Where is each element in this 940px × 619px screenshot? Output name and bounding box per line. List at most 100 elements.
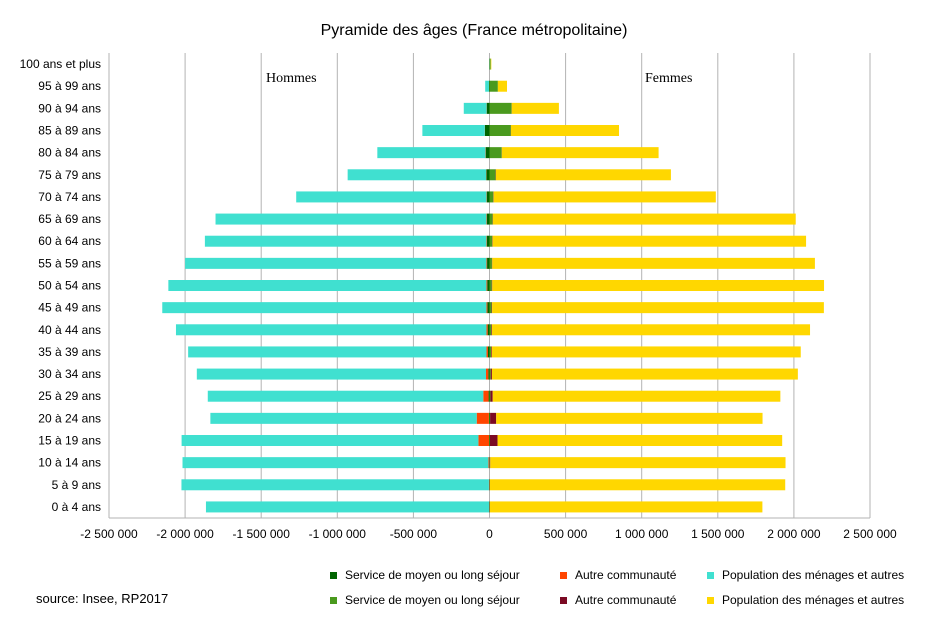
y-tick-label: 5 à 9 ans bbox=[52, 478, 101, 492]
x-axis-tick-labels: -2 500 000 -2 000 000 -1 500 000 -1 000 000… bbox=[80, 527, 897, 541]
bar-segment bbox=[493, 191, 716, 203]
y-tick-label: 60 à 64 ans bbox=[38, 234, 101, 248]
x-tick-label: 0 bbox=[486, 527, 493, 541]
bar-segment bbox=[491, 368, 798, 380]
bar-segment bbox=[491, 324, 811, 336]
y-tick-label: 0 à 4 ans bbox=[52, 500, 101, 514]
bar-segment bbox=[485, 147, 490, 159]
y-tick-label: 100 ans et plus bbox=[20, 57, 101, 71]
bar-segment bbox=[487, 257, 490, 269]
legend-label: Service de moyen ou long séjour bbox=[345, 593, 520, 607]
bar-segment bbox=[492, 302, 824, 314]
bar-segment bbox=[491, 346, 492, 358]
bar-segment bbox=[205, 501, 490, 513]
legend-swatch bbox=[330, 597, 337, 604]
x-tick-label: 2 500 000 bbox=[843, 527, 897, 541]
y-tick-label: 90 à 94 ans bbox=[38, 101, 101, 115]
bar-segment bbox=[490, 457, 786, 469]
bar-segment bbox=[483, 390, 489, 402]
bar-segment bbox=[489, 235, 493, 247]
bar-segment bbox=[496, 412, 763, 424]
bar-segment bbox=[490, 412, 497, 424]
bar-segment bbox=[486, 169, 490, 181]
bar-segment bbox=[185, 257, 487, 269]
bar-segment bbox=[489, 368, 491, 380]
x-tick-label: -2 000 000 bbox=[156, 527, 214, 541]
bar-segment bbox=[489, 280, 492, 291]
bar-segment bbox=[497, 80, 508, 92]
women-label: Femmes bbox=[645, 71, 692, 86]
bar-segment bbox=[488, 368, 490, 380]
bar-segment bbox=[490, 390, 493, 402]
bar-segment bbox=[490, 58, 492, 70]
bar-segment bbox=[489, 58, 491, 70]
bar-segment bbox=[486, 302, 488, 314]
bar-segment bbox=[487, 324, 490, 336]
bar-segment bbox=[485, 80, 490, 92]
bar-segment bbox=[486, 102, 490, 114]
y-tick-label: 30 à 34 ans bbox=[38, 367, 101, 381]
bar-segment bbox=[484, 125, 490, 136]
bar-segment bbox=[489, 324, 492, 336]
men-label: Hommes bbox=[266, 71, 317, 86]
bar-segment bbox=[196, 368, 486, 380]
y-tick-label: 80 à 84 ans bbox=[38, 146, 101, 160]
y-axis-tick-labels: 0 à 4 ans 5 à 9 ans 10 à 14 ans 15 à 19 ans… bbox=[20, 57, 101, 514]
bar-segment bbox=[489, 80, 498, 92]
bar-segment bbox=[489, 479, 786, 491]
bar-segment bbox=[492, 213, 796, 225]
legend-label: Autre communauté bbox=[575, 593, 677, 607]
bar-segment bbox=[489, 257, 492, 269]
y-tick-label: 50 à 54 ans bbox=[38, 279, 101, 293]
bar-segment bbox=[478, 435, 490, 446]
x-tick-label: -1 500 000 bbox=[233, 527, 291, 541]
y-tick-label: 95 à 99 ans bbox=[38, 79, 101, 93]
bar-segment bbox=[168, 280, 487, 291]
bar-segment bbox=[492, 390, 781, 402]
bar-segment bbox=[491, 346, 801, 358]
x-tick-label: 1 500 000 bbox=[691, 527, 745, 541]
bar-segment bbox=[488, 412, 490, 424]
x-tick-label: 1 000 000 bbox=[615, 527, 669, 541]
bar-segment bbox=[487, 302, 490, 314]
bar-segment bbox=[204, 235, 487, 247]
bar-segment bbox=[489, 346, 492, 358]
y-tick-label: 25 à 29 ans bbox=[38, 389, 101, 403]
x-tick-label: -1 000 000 bbox=[309, 527, 367, 541]
bar-segment bbox=[181, 479, 489, 491]
bar-segment bbox=[175, 324, 487, 336]
bar-segment bbox=[488, 457, 490, 469]
bar-segment bbox=[181, 435, 479, 446]
y-tick-label: 70 à 74 ans bbox=[38, 190, 101, 204]
bar-segment bbox=[486, 257, 488, 269]
bar-segment bbox=[486, 324, 488, 336]
legend-label: Population des ménages et autres bbox=[722, 593, 904, 607]
legend-swatch bbox=[707, 572, 714, 579]
x-tick-label: -2 500 000 bbox=[80, 527, 138, 541]
legend-label: Population des ménages et autres bbox=[722, 568, 904, 582]
bar-segment bbox=[210, 412, 477, 424]
bar-segment bbox=[485, 368, 489, 380]
bar-segment bbox=[486, 191, 490, 203]
bar-segment bbox=[497, 435, 783, 446]
y-tick-label: 40 à 44 ans bbox=[38, 323, 101, 337]
bar-segment bbox=[487, 346, 490, 358]
bar-segment bbox=[162, 302, 487, 314]
bar-segment bbox=[489, 125, 511, 136]
bar-segment bbox=[489, 191, 494, 203]
chart-title: Pyramide des âges (France métropolitaine… bbox=[321, 22, 628, 39]
bar-segment bbox=[422, 125, 485, 136]
bar-segment bbox=[207, 390, 484, 402]
bar-segment bbox=[490, 368, 492, 380]
bar-segment bbox=[489, 501, 763, 513]
bar-segment bbox=[476, 412, 489, 424]
bar-segment bbox=[486, 280, 488, 291]
bar-segment bbox=[377, 147, 486, 159]
bar-segment bbox=[501, 147, 659, 159]
bar-segment bbox=[215, 213, 487, 225]
bar-segment bbox=[489, 169, 496, 181]
y-tick-label: 45 à 49 ans bbox=[38, 301, 101, 315]
bar-segment bbox=[491, 324, 492, 336]
legend-swatch bbox=[560, 572, 567, 579]
legend-swatch bbox=[707, 597, 714, 604]
